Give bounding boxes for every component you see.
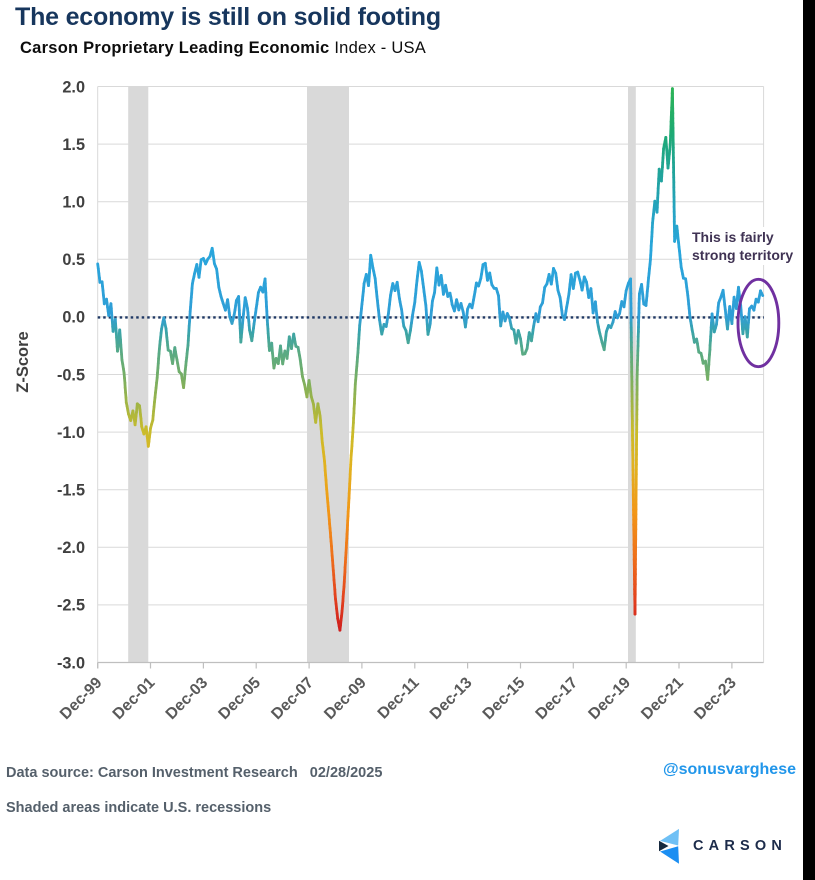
svg-text:Dec-21: Dec-21 xyxy=(638,674,687,723)
svg-text:-1.0: -1.0 xyxy=(57,424,85,442)
svg-text:-1.5: -1.5 xyxy=(57,482,85,500)
svg-text:Dec-03: Dec-03 xyxy=(163,674,212,723)
svg-text:Dec-05: Dec-05 xyxy=(215,674,264,723)
svg-text:-2.5: -2.5 xyxy=(57,597,85,615)
svg-text:1.5: 1.5 xyxy=(62,136,85,154)
svg-text:Dec-07: Dec-07 xyxy=(268,674,317,723)
svg-text:Dec-99: Dec-99 xyxy=(57,674,106,723)
svg-text:Dec-23: Dec-23 xyxy=(691,674,740,723)
svg-text:-0.5: -0.5 xyxy=(57,366,85,384)
svg-text:-3.0: -3.0 xyxy=(57,654,85,672)
svg-text:Dec-11: Dec-11 xyxy=(375,674,423,722)
svg-text:-2.0: -2.0 xyxy=(57,539,85,557)
svg-text:Dec-17: Dec-17 xyxy=(533,674,582,723)
svg-text:1.0: 1.0 xyxy=(62,194,85,212)
svg-text:Dec-13: Dec-13 xyxy=(427,674,476,723)
svg-text:0.0: 0.0 xyxy=(62,309,85,327)
svg-text:Dec-19: Dec-19 xyxy=(585,674,634,723)
svg-text:Dec-15: Dec-15 xyxy=(480,674,529,723)
svg-text:2.0: 2.0 xyxy=(62,78,85,96)
svg-text:Z-Score: Z-Score xyxy=(14,331,32,392)
svg-text:Dec-09: Dec-09 xyxy=(321,674,370,723)
svg-text:0.5: 0.5 xyxy=(62,251,85,269)
svg-text:Dec-01: Dec-01 xyxy=(110,674,159,723)
